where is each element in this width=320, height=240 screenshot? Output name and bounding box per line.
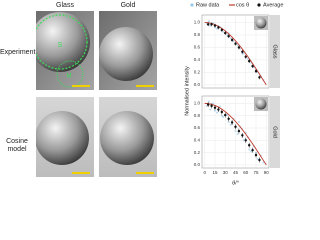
x-tick-label: 60 bbox=[243, 170, 249, 175]
average-point bbox=[247, 144, 251, 147]
image-glass-experiment bbox=[36, 11, 94, 90]
raw-point bbox=[211, 102, 214, 105]
column-header: Glass bbox=[56, 2, 74, 9]
y-tick-label: 0.8 bbox=[194, 32, 201, 37]
figure: Glass Gold S M Raw data cos θ Average 0.0 0.… bbox=[0, 2, 283, 187]
average-point bbox=[206, 103, 210, 106]
raw-point bbox=[242, 52, 245, 55]
average-point bbox=[224, 31, 227, 35]
average-point bbox=[234, 125, 237, 128]
average-point bbox=[241, 134, 244, 137]
average-point bbox=[247, 59, 251, 63]
raw-point bbox=[246, 57, 249, 60]
legend-swatch bbox=[257, 3, 261, 7]
average-point bbox=[213, 106, 217, 109]
raw-point bbox=[216, 111, 219, 114]
strip bbox=[270, 96, 280, 168]
average-point bbox=[258, 76, 261, 79]
raw-point bbox=[209, 108, 212, 111]
average-point bbox=[210, 104, 213, 108]
average-point bbox=[251, 148, 254, 152]
x-tick-label: 0 bbox=[203, 170, 206, 175]
average-point bbox=[210, 23, 213, 26]
y-tick-label: 0.2 bbox=[194, 150, 201, 155]
y-axis-label: Normalised intensity bbox=[184, 66, 190, 116]
raw-point bbox=[237, 120, 240, 123]
column-header: Gold bbox=[121, 2, 136, 9]
legend-label: Average bbox=[263, 2, 283, 8]
average-point bbox=[258, 158, 261, 162]
y-tick-label: 0.0 bbox=[194, 162, 201, 167]
average-point bbox=[227, 117, 230, 120]
figure-canvas: Glass Gold S M Raw data cos θ Average 0.0 0.… bbox=[36, 2, 283, 186]
average-point bbox=[237, 129, 241, 133]
raw-point bbox=[236, 43, 239, 46]
raw-point bbox=[242, 139, 245, 142]
raw-point bbox=[222, 115, 225, 118]
average-point bbox=[217, 108, 220, 111]
raw-point bbox=[229, 37, 232, 40]
x-tick-label: 30 bbox=[223, 170, 229, 175]
x-axis-label: θ/° bbox=[232, 180, 240, 186]
x-tick-label: 75 bbox=[254, 170, 260, 175]
average-point bbox=[234, 42, 237, 45]
average-point bbox=[224, 113, 227, 117]
raw-point bbox=[207, 100, 210, 103]
circle-label: M bbox=[67, 74, 72, 80]
raw-point bbox=[248, 148, 251, 151]
average-point bbox=[254, 153, 258, 157]
y-tick-label: 1.0 bbox=[194, 101, 201, 106]
image-gold-cosine bbox=[99, 97, 157, 177]
average-point bbox=[244, 139, 247, 142]
average-point bbox=[206, 23, 210, 26]
average-point bbox=[220, 110, 224, 114]
image-glass-cosine bbox=[36, 97, 94, 177]
circle-label: S bbox=[58, 42, 63, 49]
legend-swatch bbox=[190, 3, 194, 7]
average-point bbox=[227, 35, 230, 38]
average-point bbox=[213, 24, 217, 27]
inset-sphere bbox=[255, 98, 267, 110]
average-point bbox=[241, 50, 244, 54]
y-tick-label: 0.6 bbox=[194, 125, 201, 130]
row-label: Experiment bbox=[0, 49, 36, 56]
y-tick-label: 1.0 bbox=[194, 20, 201, 25]
raw-point bbox=[207, 20, 210, 23]
y-tick-label: 0.4 bbox=[194, 137, 201, 142]
row-label: Cosine model bbox=[6, 138, 28, 153]
average-point bbox=[237, 46, 241, 49]
y-tick-label: 0.0 bbox=[194, 82, 201, 87]
legend-label: cos θ bbox=[236, 2, 249, 8]
x-tick-label: 45 bbox=[233, 170, 239, 175]
strip-label: Gold bbox=[272, 126, 278, 138]
average-point bbox=[254, 69, 258, 73]
image-gold-experiment bbox=[99, 11, 157, 90]
raw-point bbox=[227, 120, 230, 123]
y-tick-label: 0.4 bbox=[194, 57, 201, 62]
raw-point bbox=[220, 114, 223, 117]
raw-point bbox=[229, 123, 232, 126]
average-point bbox=[230, 121, 234, 124]
raw-point bbox=[218, 105, 221, 108]
x-tick-label: 15 bbox=[212, 170, 218, 175]
inset-sphere bbox=[255, 17, 267, 29]
average-point bbox=[251, 64, 254, 68]
raw-point bbox=[256, 157, 259, 160]
average-point bbox=[230, 38, 234, 42]
raw-point bbox=[234, 130, 237, 133]
y-tick-label: 0.6 bbox=[194, 45, 201, 50]
average-point bbox=[217, 26, 220, 29]
y-tick-label: 0.2 bbox=[194, 70, 201, 75]
legend-label: Raw data bbox=[196, 2, 220, 8]
raw-point bbox=[213, 109, 216, 112]
strip-label: Glass bbox=[272, 44, 278, 58]
average-point bbox=[244, 55, 247, 59]
x-tick-label: 90 bbox=[264, 170, 270, 175]
raw-point bbox=[236, 133, 239, 136]
y-tick-label: 0.8 bbox=[194, 113, 201, 118]
raw-point bbox=[222, 30, 225, 33]
average-point bbox=[220, 28, 224, 32]
strip bbox=[270, 15, 280, 88]
